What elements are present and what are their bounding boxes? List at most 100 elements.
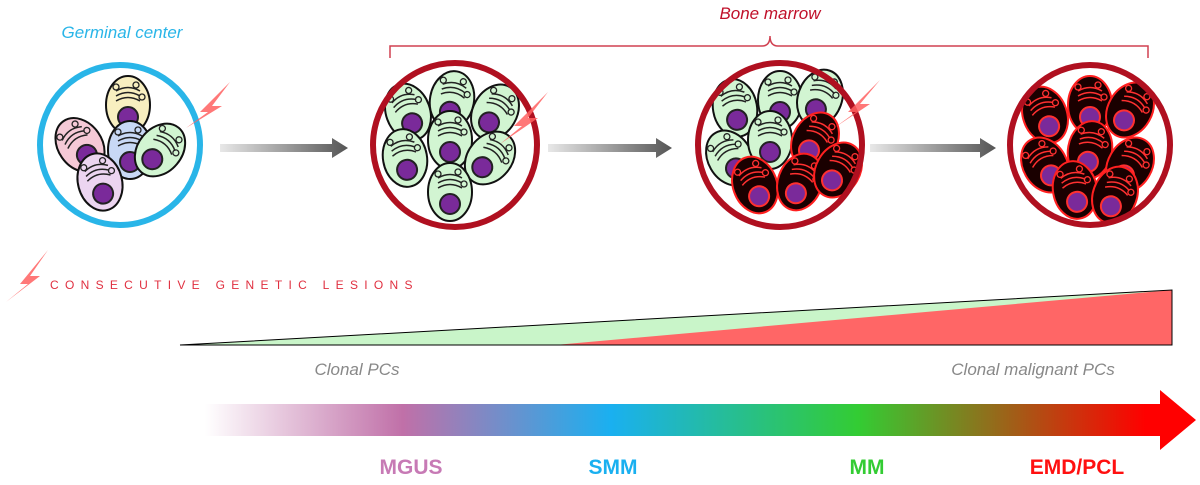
cell-vesicle: [132, 81, 140, 89]
cell-er: [437, 183, 463, 189]
cell-er: [153, 138, 173, 155]
cell-vesicle: [1124, 84, 1133, 93]
cell-er: [789, 172, 814, 183]
cell: [381, 128, 429, 188]
cell-vesicle: [780, 128, 788, 136]
cell: [1105, 81, 1155, 139]
cell-er: [767, 91, 793, 97]
stage-label: SMM: [589, 456, 638, 479]
cell-er: [741, 175, 766, 186]
cell-er: [829, 159, 852, 173]
cell-er: [1062, 181, 1087, 189]
cell-vesicle: [80, 164, 88, 172]
cell-er: [716, 147, 739, 161]
cell-er: [1077, 96, 1103, 102]
cell-vesicle: [489, 86, 498, 95]
cell-er: [115, 91, 141, 97]
cell-er: [115, 96, 141, 102]
stage-label: MGUS: [380, 456, 443, 479]
cell-nucleus: [396, 158, 419, 181]
stage-label: EMD/PCL: [1030, 456, 1125, 479]
cell-vesicle: [1106, 170, 1114, 178]
cell-nucleus: [748, 185, 771, 208]
cell: [796, 68, 844, 128]
cell-vesicle: [172, 149, 180, 157]
cell-er: [1124, 95, 1146, 109]
cell-er: [391, 144, 416, 152]
cell-vesicle: [1125, 175, 1134, 183]
cell-vesicle: [460, 128, 468, 136]
wedge-outline: [179, 289, 1173, 346]
cell: [76, 152, 124, 212]
cell-vesicle: [1056, 170, 1064, 179]
cell-er: [1061, 176, 1086, 184]
cell-nucleus: [401, 112, 424, 135]
cell: [427, 162, 473, 222]
cell-vesicle: [439, 76, 447, 84]
cell-er: [67, 134, 88, 149]
cell-vesicle: [761, 169, 770, 177]
cell-vesicle: [1038, 140, 1046, 148]
cell: [133, 122, 187, 178]
cell-er: [1106, 181, 1130, 192]
cell-nucleus: [784, 182, 807, 205]
cell-vesicle: [1101, 140, 1109, 149]
cell-er: [1031, 105, 1056, 116]
cell-nucleus: [92, 182, 115, 205]
cell-er: [1029, 150, 1051, 164]
cell-vesicle: [1142, 161, 1150, 169]
cell-vesicle: [488, 132, 497, 141]
cell-vesicle: [827, 136, 835, 144]
cell-vesicle: [434, 170, 442, 178]
cell-vesicle: [1143, 148, 1151, 156]
cell-vesicle: [790, 88, 798, 96]
cell-vesicle: [1142, 106, 1150, 114]
cell-vesicle: [405, 86, 413, 95]
cell-vesicle: [460, 180, 468, 188]
cell-vesicle: [459, 78, 468, 86]
cell-er: [740, 171, 764, 182]
lightning-bolts: [6, 80, 880, 302]
cell-er: [806, 129, 829, 143]
cell-vesicle: [1124, 139, 1133, 148]
cell-vesicle: [413, 144, 422, 152]
cell-vesicle: [791, 157, 799, 165]
lesions-label: CONSECUTIVE GENETIC LESIONS: [50, 278, 419, 292]
cell-vesicle: [828, 123, 836, 131]
cell-vesicle: [508, 95, 516, 103]
cell: [731, 155, 779, 215]
progression-arrow: [205, 390, 1196, 450]
cell-nucleus: [471, 156, 494, 179]
cell-vesicle: [706, 144, 715, 153]
cell-er: [392, 149, 417, 157]
cell-vesicle: [1127, 188, 1135, 196]
malignant-wedge: [555, 290, 1172, 345]
cell-er: [64, 129, 85, 145]
cell-vesicle: [138, 93, 146, 101]
cell-nucleus: [439, 193, 461, 215]
cell-er: [714, 143, 736, 157]
cell-er: [791, 168, 815, 179]
cell-vesicle: [1051, 99, 1060, 107]
cell-er: [441, 86, 466, 94]
cell-vesicle: [735, 83, 744, 91]
cell: [463, 130, 517, 186]
cell: [747, 110, 793, 170]
cell-er: [1104, 185, 1129, 196]
cell-nucleus: [478, 111, 500, 134]
cell-nucleus: [1113, 109, 1135, 132]
cell-er: [1030, 101, 1054, 112]
cell-nucleus: [439, 141, 461, 163]
cell: [427, 110, 473, 170]
cell-vesicle: [723, 133, 731, 141]
cell-er: [393, 98, 417, 109]
cell-er: [394, 102, 419, 113]
cell-vesicle: [754, 118, 762, 126]
cell-er: [1078, 141, 1103, 149]
cell-vesicle: [434, 118, 442, 126]
cell-er: [1077, 91, 1103, 97]
cell-er: [1079, 136, 1104, 144]
cell-er: [722, 99, 747, 107]
cell-vesicle: [175, 136, 183, 144]
